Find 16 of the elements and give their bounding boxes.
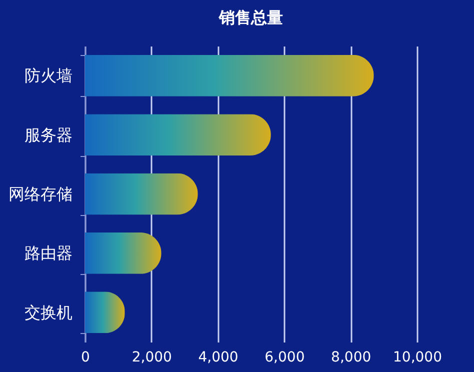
- x-tick-label: 4,000: [198, 350, 238, 366]
- x-tick-label: 2,000: [132, 350, 172, 366]
- bar: [85, 232, 162, 274]
- bar: [85, 54, 374, 96]
- y-tick-label: 防火墙: [24, 66, 72, 86]
- y-tick-label: 服务器: [24, 125, 72, 144]
- chart-title: 销售总量: [218, 8, 283, 27]
- x-tick-label: 8,000: [331, 350, 372, 366]
- bar: [85, 114, 271, 156]
- x-tick-label: 10,000: [393, 350, 442, 366]
- y-tick-label: 交换机: [24, 302, 72, 322]
- bar: [85, 173, 198, 215]
- y-tick-label: 路由器: [24, 244, 72, 263]
- y-tick-label: 网络存储: [8, 184, 72, 204]
- x-tick-label: 6,000: [264, 350, 305, 366]
- x-tick-label: 0: [81, 350, 90, 366]
